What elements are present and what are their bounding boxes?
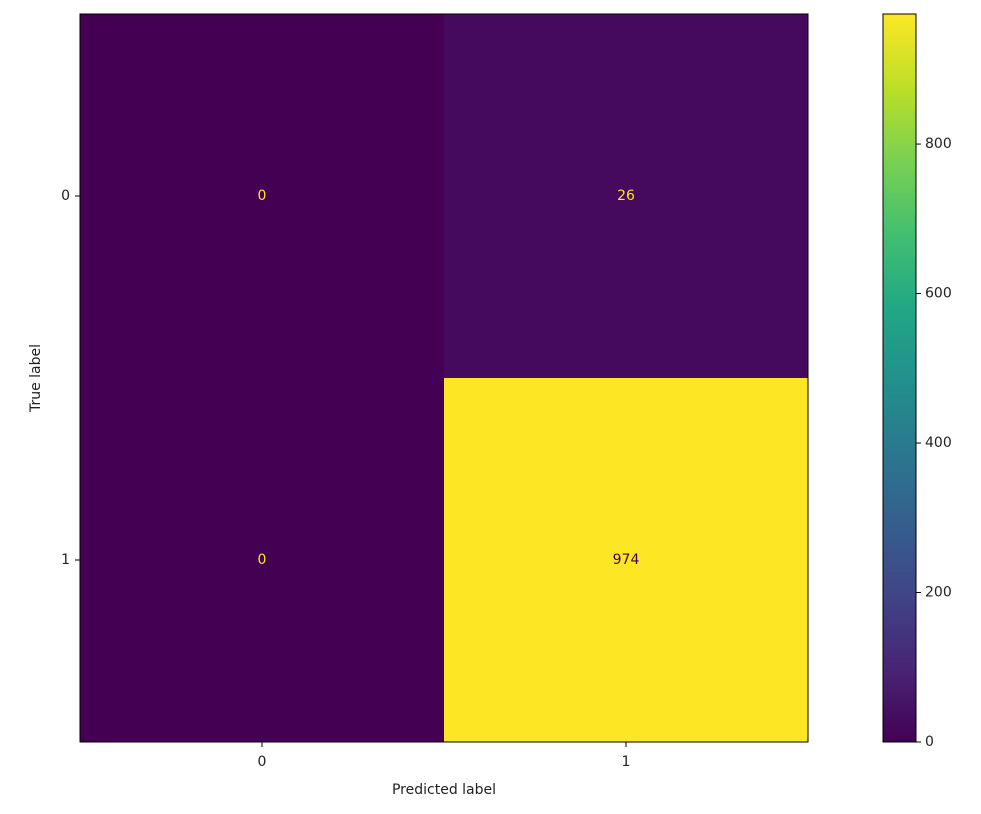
x-tick-label: 1 xyxy=(622,754,631,770)
heatmap-cell xyxy=(80,14,444,378)
colorbar-tick-label: 600 xyxy=(925,286,952,302)
heatmap-cell xyxy=(80,378,444,742)
colorbar xyxy=(882,13,917,743)
y-axis-label: True label xyxy=(28,344,44,413)
x-tick-label: 0 xyxy=(258,754,267,770)
heatmap-cell xyxy=(444,378,808,742)
y-tick-label: 0 xyxy=(61,188,70,204)
heatmap-cell xyxy=(444,14,808,378)
cell-value-label: 26 xyxy=(617,188,635,204)
x-axis-label: Predicted label xyxy=(392,782,496,798)
colorbar-tick-label: 0 xyxy=(925,734,934,750)
colorbar-tick-label: 200 xyxy=(925,585,952,601)
colorbar-tick-label: 800 xyxy=(925,136,952,152)
cell-value-label: 974 xyxy=(613,552,640,568)
cell-value-label: 0 xyxy=(258,552,267,568)
y-tick-label: 1 xyxy=(61,552,70,568)
colorbar-tick-label: 400 xyxy=(925,435,952,451)
plot-frame xyxy=(79,13,809,743)
cell-value-label: 0 xyxy=(258,188,267,204)
